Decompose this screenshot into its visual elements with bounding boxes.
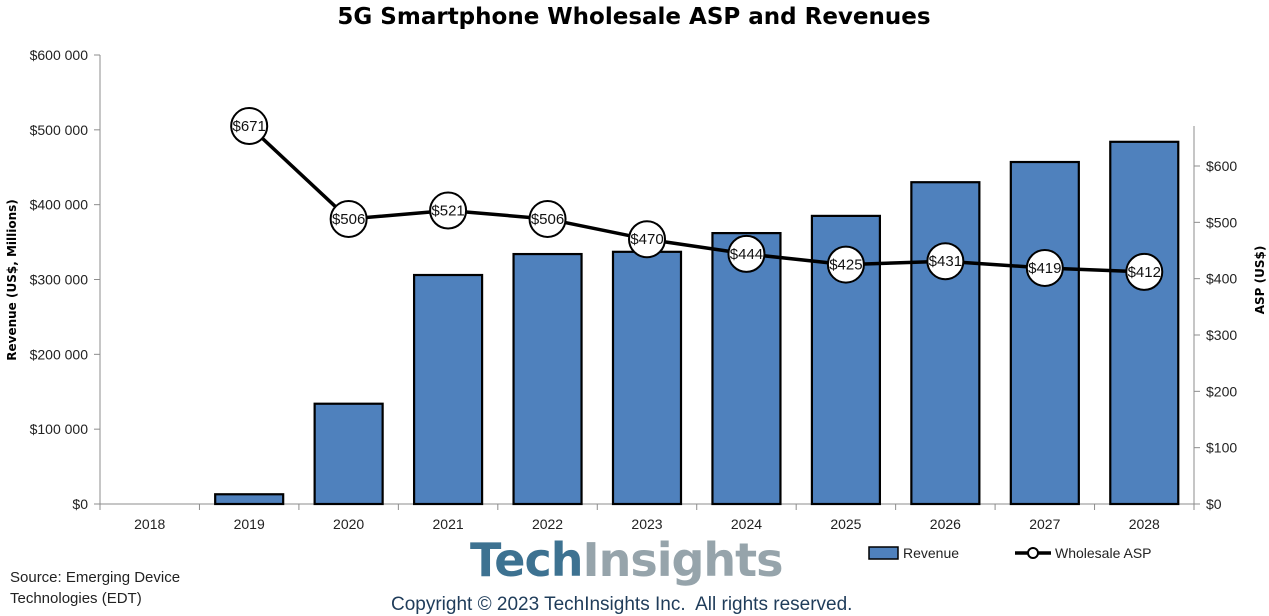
left-tick-label: $0 — [72, 496, 88, 512]
source-line-1: Source: Emerging Device — [10, 569, 181, 586]
x-tick-label: 2018 — [134, 516, 165, 532]
left-tick-label: $500 000 — [30, 122, 89, 138]
asp-marker-2027 — [1025, 248, 1064, 287]
chart-title: 5G Smartphone Wholesale ASP and Revenues — [337, 4, 930, 30]
asp-data-label: $671 — [232, 118, 265, 135]
asp-data-label: $506 — [332, 211, 365, 228]
right-axis-title: ASP (US$) — [1253, 246, 1267, 315]
asp-data-label: $431 — [929, 253, 962, 270]
revenue-bars — [214, 140, 1180, 506]
asp-marker-2022 — [528, 199, 567, 238]
left-tick-label: $200 000 — [30, 346, 89, 362]
left-axis-title: Revenue (US$, Millions) — [5, 199, 19, 361]
legend-asp-label: Wholesale ASP — [1055, 545, 1152, 561]
techinsights-logo: TechInsights — [470, 532, 784, 588]
right-tick-label: $200 — [1206, 383, 1237, 399]
left-tick-label: $400 000 — [30, 197, 89, 213]
right-tick-label: $400 — [1206, 271, 1237, 287]
asp-marker-2026 — [926, 242, 965, 281]
axes: $0 $100 000 $200 000 $300 000 $400 000 $500 0… — [5, 47, 1267, 532]
right-tick-label: $500 — [1206, 214, 1237, 230]
legend: Revenue Wholesale ASP — [868, 545, 1152, 561]
x-tick-label: 2025 — [830, 516, 861, 532]
revenue-bar-2022 — [512, 252, 583, 506]
revenue-bar-2020 — [313, 402, 384, 506]
asp-marker-2025 — [826, 245, 865, 284]
x-tick-label: 2022 — [532, 516, 563, 532]
right-tick-label: $300 — [1206, 327, 1237, 343]
asp-data-label: $419 — [1028, 260, 1061, 277]
revenue-bar-2024 — [711, 232, 782, 506]
asp-marker-2024 — [727, 234, 766, 273]
x-tick-label: 2023 — [631, 516, 662, 532]
revenue-bar-2027 — [1009, 160, 1080, 506]
right-tick-label: $0 — [1206, 496, 1222, 512]
asp-marker-2023 — [628, 220, 666, 259]
x-tick-label: 2024 — [731, 516, 762, 532]
copyright: Copyright © 2023 TechInsights Inc. All r… — [391, 594, 853, 615]
source-line-2: Technologies (EDT) — [10, 590, 142, 607]
legend-asp-marker — [1027, 547, 1039, 559]
x-tick-label: 2026 — [930, 516, 961, 532]
revenue-bar-2023 — [611, 250, 683, 506]
revenue-bar-2028 — [1109, 140, 1180, 506]
revenue-bar-2026 — [910, 181, 981, 506]
left-tick-label: $300 000 — [30, 272, 89, 288]
x-tick-label: 2019 — [234, 516, 265, 532]
legend-revenue-label: Revenue — [903, 545, 959, 561]
asp-data-label: $470 — [630, 231, 663, 248]
asp-marker-2019 — [230, 107, 269, 146]
x-tick-label: 2021 — [433, 516, 464, 532]
asp-data-label: $444 — [730, 246, 763, 263]
logo-part-insights: Insights — [582, 533, 783, 587]
logo-part-tech: Tech — [470, 533, 583, 587]
asp-data-label: $425 — [829, 257, 862, 274]
asp-marker-2021 — [429, 191, 468, 230]
left-tick-label: $600 000 — [30, 47, 89, 63]
asp-data-label: $412 — [1128, 264, 1161, 281]
left-tick-label: $100 000 — [30, 421, 89, 437]
right-tick-label: $100 — [1206, 440, 1237, 456]
asp-marker-2020 — [329, 199, 368, 238]
source-note: Source: Emerging Device Technologies (ED… — [10, 567, 230, 609]
asp-line: $671 $506 $521 $506 $470 $444 $425 $431 $419 $412 — [230, 107, 1164, 291]
x-tick-label: 2027 — [1029, 516, 1060, 532]
revenue-bar-2019 — [214, 493, 285, 506]
right-tick-label: $600 — [1206, 158, 1237, 174]
revenue-bar-2021 — [412, 273, 484, 506]
legend-revenue-swatch — [868, 546, 899, 560]
x-tick-label: 2028 — [1129, 516, 1160, 532]
asp-series-line — [247, 124, 1145, 274]
x-tick-label: 2020 — [333, 516, 364, 532]
asp-marker-2028 — [1125, 252, 1164, 291]
asp-data-label: $506 — [531, 211, 564, 228]
asp-data-label: $521 — [431, 203, 464, 220]
